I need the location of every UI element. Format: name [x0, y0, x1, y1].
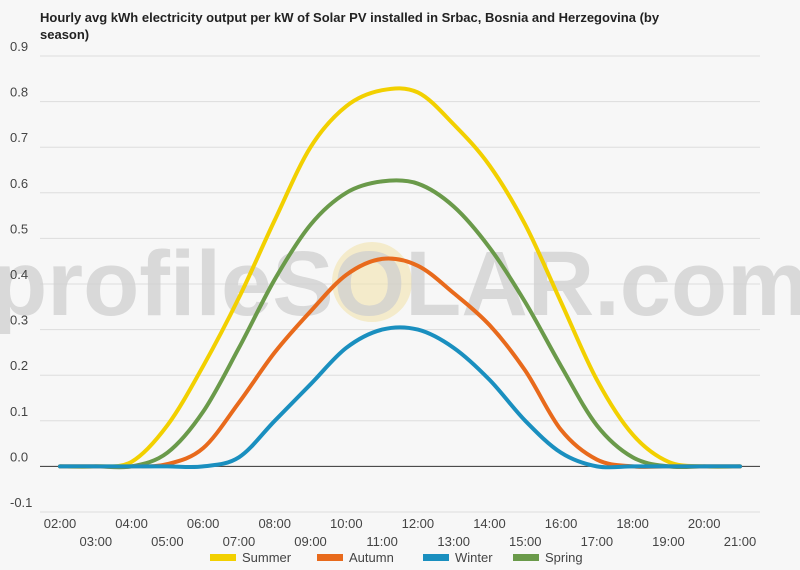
legend-label-winter: Winter: [455, 550, 493, 565]
y-tick-label: 0.3: [10, 313, 28, 328]
y-tick-label: 0.0: [10, 449, 28, 464]
x-tick-label: 13:00: [437, 534, 470, 549]
y-tick-label: 0.6: [10, 176, 28, 191]
x-tick-label: 06:00: [187, 516, 220, 531]
x-tick-label: 04:00: [115, 516, 148, 531]
y-tick-label: 0.9: [10, 39, 28, 54]
legend-label-autumn: Autumn: [349, 550, 394, 565]
series-line-winter: [58, 325, 742, 470]
y-tick-label: 0.8: [10, 85, 28, 100]
x-tick-label: 11:00: [366, 534, 398, 549]
x-tick-label: 08:00: [258, 516, 291, 531]
y-tick-label: 0.4: [10, 267, 28, 282]
series-line-spring: [58, 178, 742, 470]
x-tick-label: 03:00: [80, 534, 113, 549]
legend-swatch-autumn: [317, 554, 343, 561]
x-tick-label: 18:00: [616, 516, 649, 531]
legend-swatch-summer: [210, 554, 236, 561]
y-tick-label: 0.5: [10, 221, 28, 236]
y-tick-label: 0.1: [10, 404, 28, 419]
x-tick-label: 14:00: [473, 516, 506, 531]
legend-label-summer: Summer: [242, 550, 292, 565]
legend-label-spring: Spring: [545, 550, 583, 565]
x-tick-label: 07:00: [223, 534, 256, 549]
x-tick-label: 12:00: [402, 516, 435, 531]
x-tick-label: 21:00: [724, 534, 757, 549]
watermark: profileSOLAR.com: [0, 233, 800, 335]
x-tick-label: 20:00: [688, 516, 721, 531]
x-tick-label: 16:00: [545, 516, 578, 531]
x-tick-label: 09:00: [294, 534, 327, 549]
y-tick-label: -0.1: [10, 495, 32, 510]
x-tick-label: 19:00: [652, 534, 685, 549]
x-tick-label: 15:00: [509, 534, 542, 549]
legend-swatch-winter: [423, 554, 449, 561]
x-tick-label: 05:00: [151, 534, 184, 549]
series-line-summer: [58, 86, 742, 469]
x-tick-label: 10:00: [330, 516, 363, 531]
watermark-text: profileSOLAR.com: [0, 233, 800, 335]
legend-swatch-spring: [513, 554, 539, 561]
y-tick-label: 0.7: [10, 130, 28, 145]
x-tick-label: 02:00: [44, 516, 77, 531]
x-axis-ticks: 02:0003:0004:0005:0006:0007:0008:0009:00…: [44, 516, 757, 549]
series-lines: [58, 86, 742, 470]
chart-title: Hourly avg kWh electricity output per kW…: [40, 10, 660, 42]
x-tick-label: 17:00: [581, 534, 614, 549]
y-tick-label: 0.2: [10, 358, 28, 373]
y-axis-ticks: 0.9 0.8 0.7 0.6 0.5 0.4 0.3 0.2 0.1 0.0 -0.1: [10, 39, 32, 510]
legend: Summer Autumn Winter Spring: [210, 550, 583, 565]
watermark-sun-icon: [332, 242, 412, 322]
